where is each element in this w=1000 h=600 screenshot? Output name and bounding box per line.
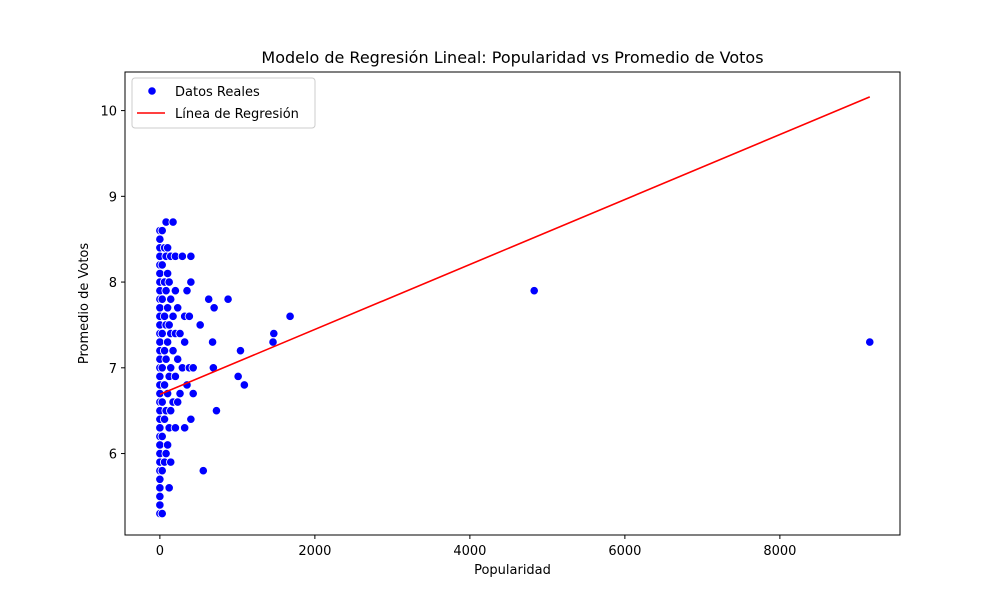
x-axis-label: Popularidad bbox=[474, 563, 551, 578]
data-point bbox=[186, 251, 196, 261]
data-point bbox=[209, 303, 219, 313]
data-point bbox=[175, 328, 185, 339]
data-point bbox=[186, 277, 196, 287]
data-point bbox=[186, 414, 196, 424]
data-point bbox=[233, 371, 243, 381]
data-point bbox=[529, 286, 539, 296]
data-point bbox=[177, 251, 187, 261]
data-point bbox=[164, 320, 174, 330]
x-tick-label: 0 bbox=[156, 544, 164, 559]
x-axis-ticks: 0 2000 4000 6000 8000 bbox=[156, 535, 796, 559]
legend-label-regression: Línea de Regresión bbox=[175, 107, 299, 122]
data-point bbox=[157, 328, 167, 339]
data-point bbox=[155, 234, 165, 244]
data-point bbox=[198, 466, 208, 476]
legend: Datos Reales Línea de Regresión bbox=[131, 77, 316, 129]
data-point bbox=[155, 371, 165, 381]
data-point bbox=[163, 243, 173, 253]
data-point bbox=[170, 423, 180, 433]
data-point bbox=[269, 328, 279, 339]
data-point bbox=[159, 346, 170, 356]
data-point bbox=[207, 337, 218, 347]
data-point bbox=[157, 466, 167, 476]
data-point bbox=[865, 337, 875, 347]
plot-frame bbox=[124, 71, 901, 536]
data-point bbox=[157, 260, 167, 270]
data-point bbox=[155, 337, 165, 347]
data-point bbox=[168, 311, 178, 321]
data-point bbox=[159, 311, 170, 321]
y-axis-ticks: 6 7 8 9 10 bbox=[100, 105, 125, 463]
y-tick-label: 10 bbox=[100, 105, 117, 120]
data-point bbox=[155, 440, 165, 450]
data-point bbox=[155, 474, 165, 484]
data-point bbox=[157, 431, 167, 441]
data-point bbox=[155, 268, 165, 279]
legend-box bbox=[131, 77, 316, 129]
data-point bbox=[157, 397, 167, 407]
data-point bbox=[195, 320, 205, 330]
chart-title: Modelo de Regresión Lineal: Popularidad … bbox=[261, 48, 763, 67]
data-point bbox=[161, 448, 171, 459]
y-tick-label: 6 bbox=[109, 448, 117, 463]
legend-label-datos-reales: Datos Reales bbox=[175, 85, 260, 100]
data-point bbox=[170, 286, 180, 296]
data-point bbox=[166, 294, 176, 304]
data-point bbox=[235, 346, 246, 356]
data-point bbox=[188, 388, 198, 399]
data-point bbox=[173, 354, 183, 364]
data-point bbox=[157, 226, 167, 236]
data-point bbox=[182, 286, 192, 296]
x-tick-label: 4000 bbox=[453, 544, 486, 559]
x-tick-label: 2000 bbox=[298, 544, 331, 559]
data-point bbox=[163, 268, 173, 279]
data-point bbox=[163, 440, 173, 450]
data-point bbox=[175, 388, 185, 399]
data-point bbox=[173, 397, 183, 407]
data-point bbox=[161, 354, 171, 364]
data-point bbox=[155, 303, 165, 313]
data-point bbox=[188, 363, 198, 373]
y-tick-label: 8 bbox=[109, 276, 117, 291]
regression-line bbox=[159, 96, 871, 396]
data-point bbox=[180, 337, 190, 347]
data-point bbox=[155, 423, 165, 433]
data-point bbox=[211, 406, 222, 416]
data-point bbox=[163, 337, 173, 347]
data-point bbox=[164, 277, 174, 287]
data-point bbox=[168, 346, 178, 356]
data-point bbox=[155, 500, 165, 510]
data-point bbox=[166, 457, 176, 467]
data-point bbox=[163, 303, 173, 313]
y-axis-label: Promedio de Votos bbox=[77, 243, 92, 365]
data-point bbox=[204, 294, 214, 304]
regression-line-layer bbox=[159, 96, 871, 396]
data-point bbox=[285, 311, 295, 321]
data-point bbox=[164, 483, 174, 493]
data-point bbox=[159, 380, 170, 390]
data-point bbox=[166, 406, 176, 416]
data-point bbox=[170, 371, 180, 381]
data-point bbox=[184, 311, 194, 321]
data-point bbox=[173, 303, 183, 313]
y-tick-label: 9 bbox=[109, 190, 117, 205]
data-point bbox=[159, 414, 170, 424]
data-point bbox=[155, 483, 165, 493]
data-point bbox=[157, 508, 167, 519]
x-tick-label: 6000 bbox=[608, 544, 641, 559]
data-point bbox=[157, 363, 167, 373]
data-point bbox=[223, 294, 233, 304]
data-point bbox=[166, 363, 176, 373]
scatter-points bbox=[155, 217, 875, 519]
data-point bbox=[157, 294, 167, 304]
data-point bbox=[161, 286, 171, 296]
y-tick-label: 7 bbox=[109, 362, 117, 377]
data-point bbox=[168, 217, 178, 227]
data-point bbox=[180, 423, 190, 433]
legend-marker-datos-reales bbox=[147, 86, 157, 96]
x-tick-label: 8000 bbox=[763, 544, 796, 559]
data-point bbox=[239, 380, 249, 390]
data-point bbox=[155, 491, 165, 502]
